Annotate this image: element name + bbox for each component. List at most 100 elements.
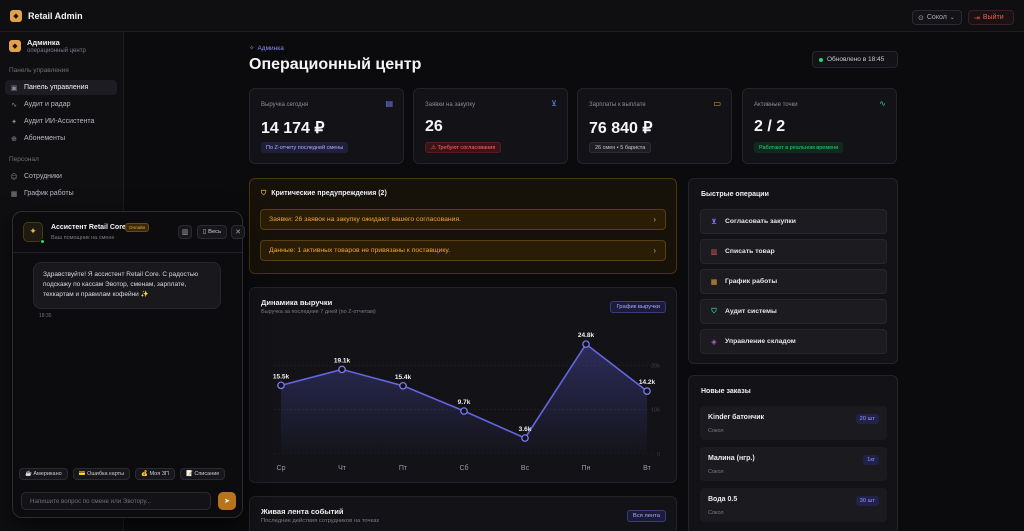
- alert-text: Данные: 1 активных товаров не привязаны …: [269, 247, 450, 254]
- stat-card-salaries[interactable]: Зарплаты к выплате ▭ 76 840 ₽ 26 смен • …: [577, 88, 732, 164]
- quick-label: Управление складом: [725, 338, 796, 345]
- assistant-header: ✦ Ассистент Retail Core Онлайн Ваш помощ…: [13, 212, 245, 253]
- order-location: Сокол: [708, 428, 724, 434]
- chevron-down-icon: ⌄: [949, 14, 955, 21]
- clear-chat-button[interactable]: ▥: [178, 225, 192, 239]
- order-location: Сокол: [708, 469, 724, 475]
- expand-chat-button[interactable]: ▯ Весь: [197, 225, 227, 239]
- chevron-right-icon: ›: [653, 246, 656, 255]
- top-bar: ◆ Retail Admin ⊙ Сокол ⌄ ⇥ Выйти: [0, 0, 1024, 32]
- online-indicator: [40, 239, 45, 244]
- trash-icon: ▥: [710, 247, 718, 256]
- sidebar-item-dashboard[interactable]: ▣ Панель управления: [5, 80, 117, 95]
- logout-button[interactable]: ⇥ Выйти: [968, 10, 1014, 25]
- stat-value: 76 840 ₽: [589, 120, 653, 137]
- quick-reply-chip[interactable]: 💳 Ошибка карты: [72, 468, 131, 480]
- chart-subtitle: Выручка за последние 7 дней (по Z-отчета…: [261, 309, 376, 315]
- events-title: Живая лента событий: [261, 507, 344, 516]
- stat-label: Заявки на закупку: [425, 102, 476, 108]
- approve-purchases-button[interactable]: ⊻ Согласовать закупки: [700, 209, 887, 234]
- y-tick-label: 0: [657, 452, 660, 458]
- shield-alert-icon: ⛉: [261, 189, 267, 197]
- send-button[interactable]: ➤: [218, 492, 236, 510]
- revenue-chart-button[interactable]: График выручки: [610, 301, 666, 313]
- ticket-icon: ⊕: [11, 134, 17, 143]
- assistant-message: Здравствуйте! Я ассистент Retail Core. С…: [33, 262, 221, 309]
- sidebar-section-staff: Персонал: [9, 156, 39, 163]
- x-tick-label: Сб: [459, 464, 468, 472]
- breadcrumb[interactable]: ✧ Админка: [249, 44, 284, 52]
- sidebar-item-employees[interactable]: ☺ Сотрудники: [5, 169, 117, 184]
- stat-value: 14 174 ₽: [261, 120, 325, 137]
- data-label: 9.7k: [458, 399, 471, 406]
- order-item[interactable]: Малина (нгр.) Сокол 1кг: [700, 447, 887, 481]
- quick-title: Быстрые операции: [701, 191, 769, 198]
- assistant-status-badge: Онлайн: [125, 223, 150, 232]
- sidebar-item-label: Панель управления: [24, 84, 89, 91]
- stat-card-purchase-requests[interactable]: Заявки на закупку ⊻ 26 ⚠ Требуют согласо…: [413, 88, 568, 164]
- chart-title: Динамика выручки: [261, 298, 333, 307]
- breadcrumb-label: Админка: [257, 44, 284, 52]
- warehouse-button[interactable]: ◈ Управление складом: [700, 329, 887, 354]
- alert-item[interactable]: Заявки: 26 заявок на закупку ожидают ваш…: [260, 209, 666, 230]
- cart-icon: ⊻: [551, 99, 557, 108]
- stat-card-revenue[interactable]: Выручка сегодня ▤ 14 174 ₽ По Z-отчету п…: [249, 88, 404, 164]
- location-value: Сокол: [926, 14, 947, 21]
- stat-card-active-points[interactable]: Активные точки ∿ 2 / 2 Работают в реальн…: [742, 88, 897, 164]
- quick-label: Аудит системы: [725, 308, 777, 315]
- user-avatar: ◆: [9, 40, 21, 52]
- revenue-chart: 0 10k 20k 15.5k Ср 19.1k Чт 15.4k Пт 9.7k Сб 3.6k Вс…: [273, 332, 660, 472]
- app-title: Retail Admin: [28, 11, 83, 21]
- quick-reply-chip[interactable]: ☕ Американо: [19, 468, 68, 480]
- stat-badge: 26 смен • 5 бариста: [589, 142, 652, 153]
- sidebar-item-label: Аудит ИИ-Ассистента: [24, 118, 95, 125]
- data-label: 15.5k: [273, 373, 290, 380]
- schedule-button[interactable]: ▦ График работы: [700, 269, 887, 294]
- data-point: [277, 381, 285, 390]
- sidebar-item-subscriptions[interactable]: ⊕ Абонементы: [5, 131, 117, 146]
- data-point: [399, 381, 407, 390]
- wallet-icon: ▭: [713, 99, 721, 108]
- message-time: 18:35: [39, 313, 52, 319]
- activity-icon: ∿: [11, 100, 17, 109]
- data-label: 19.1k: [334, 357, 351, 364]
- chevron-right-icon: ›: [653, 215, 656, 224]
- data-label: 15.4k: [395, 374, 412, 381]
- data-point: [460, 407, 468, 415]
- order-qty-badge: 20 шт: [855, 414, 879, 424]
- stat-value: 26: [425, 118, 443, 135]
- order-item[interactable]: Kinder батончик Сокол 20 шт: [700, 406, 887, 440]
- assistant-chat-window: ✦ Ассистент Retail Core Онлайн Ваш помощ…: [12, 211, 245, 518]
- updated-badge: Обновлено в 18:45: [812, 51, 898, 68]
- data-point: [582, 340, 590, 349]
- write-off-button[interactable]: ▥ Списать товар: [700, 239, 887, 264]
- new-orders-panel: Новые заказы Kinder батончик Сокол 20 шт…: [688, 375, 898, 531]
- order-name: Kinder батончик: [708, 414, 765, 421]
- assistant-subtitle: Ваш помощник на смене: [51, 235, 115, 241]
- close-chat-button[interactable]: ✕: [231, 225, 245, 239]
- stat-value: 2 / 2: [754, 118, 786, 135]
- calendar-icon: ▦: [710, 277, 718, 286]
- y-tick-label: 20k: [651, 363, 660, 369]
- quick-replies: ☕ Американо 💳 Ошибка карты 💰 Моя ЗП 📝 Сп…: [19, 468, 226, 480]
- sidebar-item-schedule[interactable]: ▦ График работы: [5, 186, 117, 201]
- assistant-avatar-icon: ✦: [23, 222, 43, 242]
- sidebar-item-audit[interactable]: ∿ Аудит и радар: [5, 97, 117, 112]
- data-point: [521, 434, 529, 442]
- quick-reply-chip[interactable]: 📝 Списание: [179, 468, 226, 480]
- quick-reply-chip[interactable]: 💰 Моя ЗП: [135, 468, 175, 480]
- order-item[interactable]: Вода 0.5 Сокол 30 шт: [700, 488, 887, 522]
- app-logo[interactable]: ◆ Retail Admin: [10, 10, 83, 22]
- user-name: Админка: [27, 38, 60, 47]
- dashboard-icon: ▣: [10, 83, 18, 92]
- alert-item[interactable]: Данные: 1 активных товаров не привязаны …: [260, 240, 666, 261]
- all-events-button[interactable]: Вся лента: [626, 510, 666, 522]
- status-dot: [819, 57, 823, 62]
- location-select[interactable]: ⊙ Сокол ⌄: [912, 10, 962, 25]
- system-audit-button[interactable]: ⛉ Аудит системы: [700, 299, 887, 324]
- stat-badge: Работают в реальном времени: [754, 142, 844, 153]
- quick-label: График работы: [725, 278, 778, 285]
- sidebar-item-ai-audit[interactable]: ✦ Аудит ИИ-Ассистента: [5, 114, 117, 129]
- data-label: 24.8k: [578, 332, 595, 339]
- chat-input[interactable]: Напишите вопрос по смене или Эвотору...: [21, 492, 211, 510]
